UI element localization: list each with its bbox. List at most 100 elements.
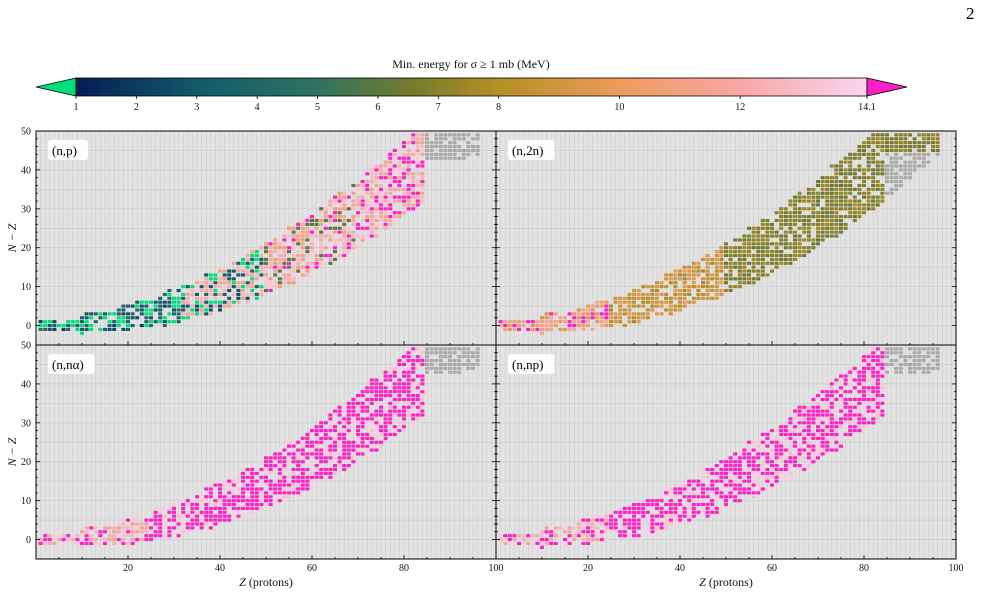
isotope-cell (655, 526, 659, 530)
isotope-cell (926, 141, 931, 145)
isotope-cell (553, 526, 558, 530)
isotope-cell (544, 327, 549, 331)
isotope-cell (793, 444, 797, 448)
isotope-cell (475, 355, 480, 359)
isotope-cell (411, 413, 416, 417)
isotope-cell (254, 487, 259, 491)
isotope-cell (751, 230, 756, 234)
isotope-cell (333, 471, 337, 475)
isotope-cell (829, 409, 834, 413)
isotope-cell (328, 207, 333, 211)
isotope-cell (880, 362, 885, 366)
isotope-cell (273, 464, 278, 468)
isotope-cell (369, 164, 374, 168)
isotope-cell (475, 133, 480, 137)
isotope-cell (351, 222, 356, 226)
isotope-cell (337, 432, 342, 437)
isotope-cell (250, 292, 255, 296)
isotope-cell (452, 351, 457, 355)
isotope-cell (806, 218, 811, 223)
isotope-cell (797, 191, 802, 195)
isotope-cell (756, 471, 761, 475)
isotope-cell (530, 324, 535, 328)
isotope-cell (365, 401, 370, 405)
isotope-cell (760, 246, 765, 250)
isotope-cell (300, 226, 305, 230)
colorbar-tick-label: 12 (735, 102, 745, 113)
isotope-cell (503, 327, 508, 331)
isotope-cell (742, 261, 747, 265)
isotope-cell (852, 429, 857, 433)
x-tick-label: 100 (949, 563, 964, 574)
isotope-cell (678, 273, 682, 277)
isotope-cell (770, 464, 774, 468)
isotope-cell (797, 417, 802, 421)
isotope-cell (411, 390, 416, 394)
isotope-cell (411, 382, 416, 386)
isotope-cell (379, 191, 383, 195)
isotope-cell (176, 288, 181, 293)
isotope-cell (622, 522, 627, 526)
isotope-cell (84, 327, 89, 331)
isotope-cell (415, 148, 420, 152)
isotope-cell (581, 316, 586, 320)
isotope-cell (425, 148, 429, 152)
isotope-cell (889, 141, 894, 145)
panel-label: (n,2n) (512, 143, 543, 158)
isotope-cell (701, 495, 705, 499)
isotope-cell (880, 366, 885, 370)
isotope-cell (190, 292, 195, 296)
isotope-cell (236, 261, 241, 265)
isotope-cell (84, 530, 89, 534)
isotope-cell (300, 464, 305, 468)
isotope-cell (351, 191, 356, 195)
isotope-cell (300, 218, 305, 223)
isotope-cell (268, 285, 273, 289)
isotope-cell (553, 324, 558, 328)
isotope-cell (862, 401, 866, 405)
isotope-cell (875, 355, 880, 359)
isotope-cell (908, 347, 912, 351)
isotope-cell (300, 467, 305, 472)
isotope-cell (604, 518, 609, 522)
isotope-cell (172, 514, 176, 518)
isotope-cell (222, 502, 227, 507)
isotope-cell (172, 502, 176, 507)
isotope-cell (885, 133, 889, 137)
isotope-cell (310, 265, 314, 269)
isotope-cell (84, 320, 89, 324)
isotope-cell (337, 215, 342, 219)
isotope-cell (351, 421, 356, 425)
isotope-cell (121, 316, 126, 320)
isotope-cell (618, 300, 623, 304)
isotope-cell (627, 522, 632, 526)
isotope-cell (383, 436, 388, 440)
isotope-cell (222, 487, 227, 491)
isotope-cell (323, 444, 328, 448)
isotope-cell (774, 261, 779, 265)
isotope-cell (839, 374, 843, 378)
isotope-cell (392, 168, 397, 172)
isotope-cell (742, 265, 747, 269)
isotope-cell (135, 316, 140, 320)
isotope-cell (277, 475, 282, 479)
isotope-cell (659, 495, 664, 499)
isotope-cell (760, 222, 765, 226)
isotope-cell (843, 421, 848, 425)
isotope-cell (747, 273, 751, 277)
isotope-cell (369, 203, 374, 207)
isotope-cell (788, 448, 793, 452)
isotope-cell (747, 226, 751, 230)
isotope-cell (291, 250, 296, 254)
isotope-cell (300, 440, 305, 444)
isotope-cell (733, 483, 738, 487)
isotope-cell (190, 288, 195, 293)
isotope-cell (705, 475, 710, 479)
isotope-cell (783, 425, 788, 429)
isotope-cell (291, 226, 296, 230)
isotope-cell (806, 409, 811, 413)
isotope-cell (342, 250, 347, 254)
isotope-cell (383, 394, 388, 398)
isotope-cell (765, 222, 770, 226)
isotope-cell (857, 191, 862, 195)
